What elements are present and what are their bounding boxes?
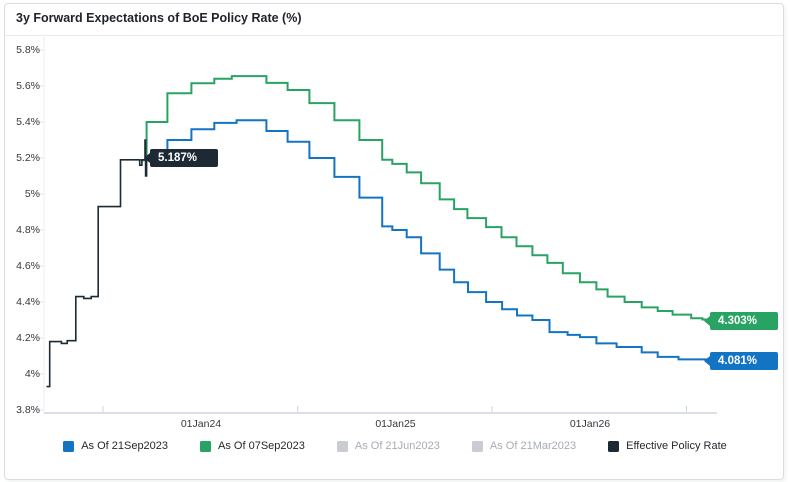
legend: As Of 21Sep2023 As Of 07Sep2023 As Of 21… — [0, 440, 790, 453]
legend-swatch-blue — [63, 441, 75, 452]
y-tick-label: 4.4% — [16, 295, 40, 308]
legend-swatch-gray-mar — [471, 441, 483, 452]
legend-item-effective-policy-rate[interactable]: Effective Policy Rate — [608, 440, 727, 453]
legend-item-as-of-21mar2023[interactable]: As Of 21Mar2023 — [471, 440, 577, 453]
y-tick-label: 5.4% — [16, 115, 40, 128]
legend-item-as-of-07sep2023[interactable]: As Of 07Sep2023 — [200, 440, 305, 453]
y-tick-label: 3.8% — [16, 403, 40, 416]
y-tick-label: 4.6% — [16, 259, 40, 272]
value-badge-21sep2023: 4.081% — [704, 352, 778, 370]
legend-swatch-dark — [608, 441, 620, 452]
legend-label: As Of 21Mar2023 — [489, 440, 577, 452]
series-line-as-of-07sep2023 — [139, 75, 713, 321]
y-tick-label: 5.8% — [16, 43, 40, 56]
legend-item-as-of-21sep2023[interactable]: As Of 21Sep2023 — [63, 440, 168, 453]
value-badge-effective-rate: 5.187% — [144, 149, 218, 167]
series-line-effective-policy-rate — [46, 139, 148, 388]
x-tick-label: 01Jan26 — [569, 418, 611, 430]
series-line-as-of-21sep2023 — [146, 119, 713, 361]
value-badge-effective-rate-text: 5.187% — [158, 152, 198, 164]
chart-title: 3y Forward Expectations of BoE Policy Ra… — [16, 11, 302, 25]
y-tick-label: 5.2% — [16, 151, 40, 164]
legend-swatch-gray-jun — [336, 441, 348, 452]
legend-item-as-of-21jun2023[interactable]: As Of 21Jun2023 — [336, 440, 440, 453]
x-tick-label: 01Jan24 — [180, 418, 222, 430]
y-tick-label: 5.6% — [16, 79, 40, 92]
y-tick-label: 4% — [24, 367, 40, 380]
legend-label: As Of 21Sep2023 — [81, 440, 169, 452]
y-tick-label: 5% — [24, 187, 40, 200]
value-badge-07sep2023: 4.303% — [704, 312, 778, 330]
chart-card — [4, 3, 784, 480]
legend-label: Effective Policy Rate — [626, 440, 727, 452]
y-tick-label: 4.2% — [16, 331, 40, 344]
x-tick-label: 01Jan25 — [375, 418, 416, 430]
legend-label: As Of 21Jun2023 — [354, 440, 440, 452]
legend-label: As Of 07Sep2023 — [218, 440, 305, 452]
title-separator — [4, 35, 783, 36]
legend-swatch-green — [200, 441, 212, 452]
y-tick-label: 4.8% — [16, 223, 40, 236]
value-badge-07sep2023-text: 4.303% — [718, 315, 758, 327]
value-badge-21sep2023-text: 4.081% — [718, 355, 758, 367]
